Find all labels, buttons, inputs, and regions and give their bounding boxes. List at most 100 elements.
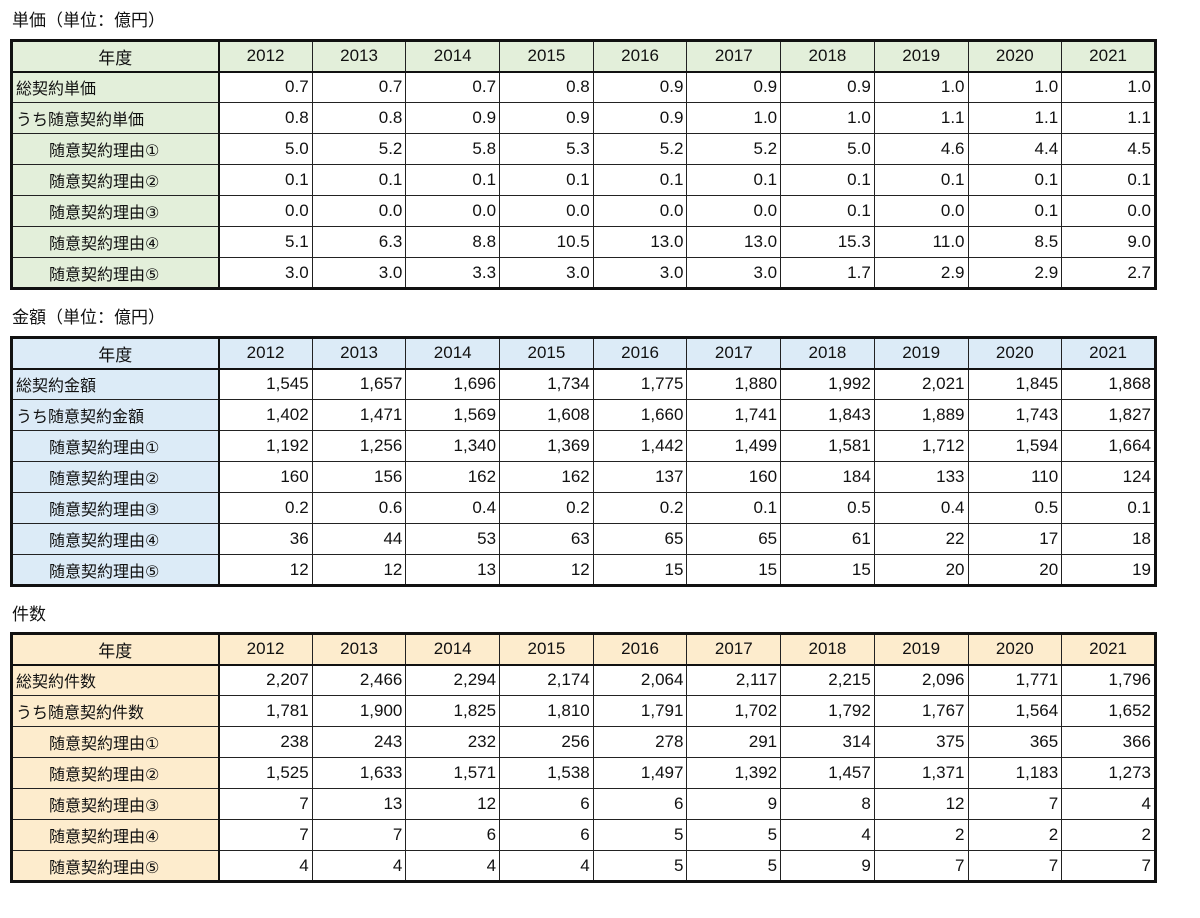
table-cell: 6 bbox=[592, 788, 688, 820]
table-cell: 15 bbox=[592, 554, 688, 586]
table-cell: 4.4 bbox=[967, 133, 1063, 165]
table-cell: 375 bbox=[873, 726, 969, 758]
table-cell: 1.7 bbox=[780, 257, 875, 289]
table-row: 総契約金額 1,545 1,657 1,696 1,734 1,775 1,880 1,992… bbox=[11, 368, 1156, 400]
year-header: 年度 bbox=[11, 337, 220, 369]
table-cell: 0.1 bbox=[780, 195, 875, 227]
table-cell: 4 bbox=[218, 850, 313, 882]
table-cell: 8.8 bbox=[405, 226, 501, 258]
table-cell: 3.0 bbox=[499, 257, 594, 289]
row-label: 随意契約理由④ bbox=[11, 523, 220, 555]
table-cell: 17 bbox=[967, 523, 1063, 555]
year-column-header: 2018 bbox=[780, 40, 875, 72]
row-label: 総契約件数 bbox=[11, 664, 220, 696]
count-table: 年度 2012 2013 2014 2015 2016 2017 2018 2019 2020 2… bbox=[10, 632, 1157, 883]
table-cell: 5.0 bbox=[780, 133, 875, 165]
table-row: 随意契約理由② 0.1 0.1 0.1 0.1 0.1 0.1 0.1 0.1 0.1 0.1 bbox=[11, 164, 1156, 196]
year-column-header: 2019 bbox=[873, 633, 969, 665]
table-cell: 19 bbox=[1061, 554, 1156, 586]
table-cell: 20 bbox=[967, 554, 1063, 586]
year-column-header: 2014 bbox=[405, 40, 501, 72]
table-cell: 1,992 bbox=[780, 368, 875, 400]
table-row: 随意契約理由④ 7 7 6 6 5 5 4 2 2 2 bbox=[11, 819, 1156, 851]
table-row: 随意契約理由⑤ 12 12 13 12 15 15 15 20 20 19 bbox=[11, 554, 1156, 586]
table-cell: 0.0 bbox=[1061, 195, 1156, 227]
table-cell: 2,064 bbox=[592, 664, 688, 696]
table-cell: 1,741 bbox=[686, 399, 782, 431]
table-cell: 61 bbox=[780, 523, 875, 555]
table-cell: 4.6 bbox=[873, 133, 969, 165]
table-cell: 0.8 bbox=[311, 102, 407, 134]
table-cell: 65 bbox=[592, 523, 688, 555]
table-cell: 2 bbox=[967, 819, 1063, 851]
year-column-header: 2016 bbox=[592, 40, 688, 72]
table-cell: 0.4 bbox=[405, 492, 501, 524]
table-cell: 162 bbox=[499, 461, 594, 493]
row-label: 随意契約理由④ bbox=[11, 819, 220, 851]
year-column-header: 2014 bbox=[405, 337, 501, 369]
amount-title: 金額（単位：億円） bbox=[12, 308, 165, 328]
table-cell: 1,796 bbox=[1061, 664, 1156, 696]
table-cell: 1,192 bbox=[218, 430, 313, 462]
table-cell: 3.3 bbox=[405, 257, 501, 289]
table-cell: 1,843 bbox=[780, 399, 875, 431]
table-cell: 0.9 bbox=[686, 71, 782, 103]
table-cell: 1,538 bbox=[499, 757, 594, 789]
year-column-header: 2016 bbox=[592, 633, 688, 665]
year-column-header: 2020 bbox=[967, 633, 1063, 665]
table-cell: 0.8 bbox=[218, 102, 313, 134]
table-cell: 1,402 bbox=[218, 399, 313, 431]
table-cell: 0.1 bbox=[686, 492, 782, 524]
table-cell: 65 bbox=[686, 523, 782, 555]
table-cell: 8.5 bbox=[967, 226, 1063, 258]
table-cell: 1.1 bbox=[1061, 102, 1156, 134]
row-label: 随意契約理由④ bbox=[11, 226, 220, 258]
table-row: 随意契約理由① 238 243 232 256 278 291 314 375 365 366 bbox=[11, 726, 1156, 758]
table-cell: 1,633 bbox=[311, 757, 407, 789]
table-cell: 0.1 bbox=[873, 164, 969, 196]
table-cell: 0.1 bbox=[686, 164, 782, 196]
table-cell: 133 bbox=[873, 461, 969, 493]
table-cell: 36 bbox=[218, 523, 313, 555]
row-label: 随意契約理由⑤ bbox=[11, 850, 220, 882]
amount-table: 年度 2012 2013 2014 2015 2016 2017 2018 2019 2020 2… bbox=[10, 336, 1157, 587]
table-cell: 1,525 bbox=[218, 757, 313, 789]
table-cell: 1,571 bbox=[405, 757, 501, 789]
table-cell: 7 bbox=[311, 819, 407, 851]
table-row: 随意契約理由① 1,192 1,256 1,340 1,369 1,442 1,499 1,5… bbox=[11, 430, 1156, 462]
table-cell: 1.0 bbox=[686, 102, 782, 134]
table-cell: 4.5 bbox=[1061, 133, 1156, 165]
table-cell: 6 bbox=[499, 788, 594, 820]
table-cell: 5.8 bbox=[405, 133, 501, 165]
table-cell: 1,702 bbox=[686, 695, 782, 727]
table-cell: 12 bbox=[405, 788, 501, 820]
table-cell: 124 bbox=[1061, 461, 1156, 493]
table-cell: 1,657 bbox=[311, 368, 407, 400]
table-cell: 1,781 bbox=[218, 695, 313, 727]
table-cell: 1,256 bbox=[311, 430, 407, 462]
table-cell: 63 bbox=[499, 523, 594, 555]
table-cell: 2,021 bbox=[873, 368, 969, 400]
table-cell: 4 bbox=[1061, 788, 1156, 820]
table-row: 随意契約理由④ 5.1 6.3 8.8 10.5 13.0 13.0 15.3 11.0 8.5 9… bbox=[11, 226, 1156, 258]
table-cell: 1,581 bbox=[780, 430, 875, 462]
table-cell: 2.7 bbox=[1061, 257, 1156, 289]
year-column-header: 2020 bbox=[967, 337, 1063, 369]
table-cell: 12 bbox=[499, 554, 594, 586]
table-cell: 5.2 bbox=[592, 133, 688, 165]
table-cell: 2,174 bbox=[499, 664, 594, 696]
table-cell: 13 bbox=[311, 788, 407, 820]
row-label: うち随意契約単価 bbox=[11, 102, 220, 134]
table-cell: 160 bbox=[218, 461, 313, 493]
table-cell: 1,273 bbox=[1061, 757, 1156, 789]
table-cell: 0.9 bbox=[592, 102, 688, 134]
year-header: 年度 bbox=[11, 40, 220, 72]
year-column-header: 2014 bbox=[405, 633, 501, 665]
table-cell: 5 bbox=[686, 850, 782, 882]
table-cell: 0.2 bbox=[592, 492, 688, 524]
row-label: 随意契約理由② bbox=[11, 757, 220, 789]
table-cell: 0.4 bbox=[873, 492, 969, 524]
row-label: うち随意契約件数 bbox=[11, 695, 220, 727]
year-column-header: 2016 bbox=[592, 337, 688, 369]
table-cell: 1,340 bbox=[405, 430, 501, 462]
